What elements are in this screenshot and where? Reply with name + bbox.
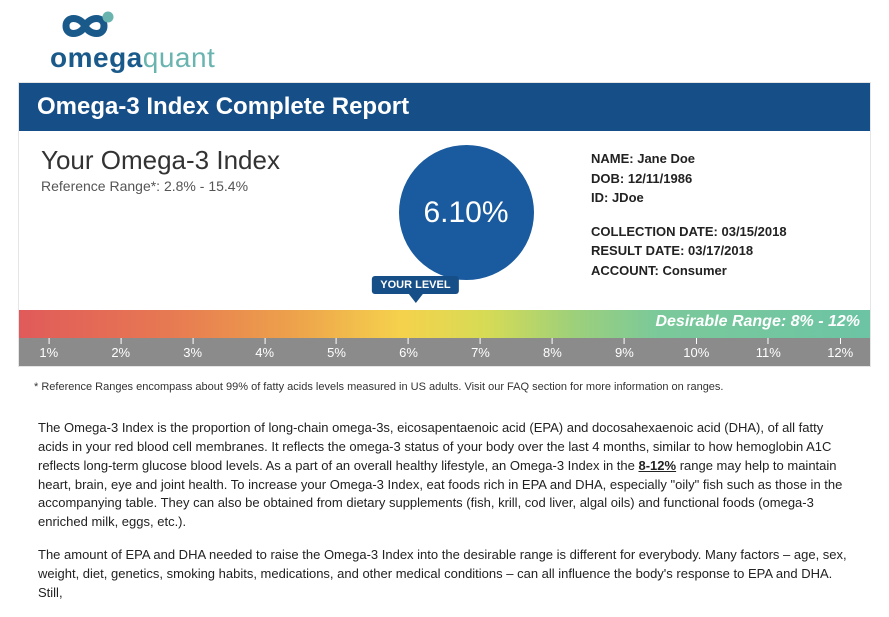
tick-mark	[48, 338, 49, 344]
tick-mark	[840, 338, 841, 344]
tick-mark	[192, 338, 193, 344]
tick-mark	[624, 338, 625, 344]
reference-label: Reference Range*:	[41, 178, 164, 194]
result-heading: Your Omega-3 Index	[41, 145, 341, 176]
collection-label: COLLECTION DATE:	[591, 224, 721, 239]
description-text: The Omega-3 Index is the proportion of l…	[0, 399, 889, 603]
dob-label: DOB:	[591, 171, 628, 186]
tick-label: 8%	[543, 345, 562, 360]
range-tick: 7%	[471, 338, 490, 360]
brand-part-b: quant	[143, 42, 216, 73]
brand-part-a: omega	[50, 42, 143, 73]
name-value: Jane Doe	[637, 151, 695, 166]
report-title-bar: Omega-3 Index Complete Report	[19, 83, 870, 131]
tick-label: 10%	[683, 345, 709, 360]
desc-p2: The amount of EPA and DHA needed to rais…	[38, 546, 851, 603]
level-marker: YOUR LEVEL	[372, 276, 458, 303]
tick-mark	[336, 338, 337, 344]
id-label: ID:	[591, 190, 612, 205]
report-card: Omega-3 Index Complete Report Your Omega…	[18, 82, 871, 367]
tick-mark	[552, 338, 553, 344]
tick-mark	[408, 338, 409, 344]
reference-range: Reference Range*: 2.8% - 15.4%	[41, 178, 341, 194]
tick-mark	[120, 338, 121, 344]
range-gradient-bar: Desirable Range: 8% - 12%	[19, 310, 870, 338]
tick-label: 7%	[471, 345, 490, 360]
range-tick: 2%	[111, 338, 130, 360]
tick-label: 3%	[183, 345, 202, 360]
collection-value: 03/15/2018	[721, 224, 786, 239]
result-date-label: RESULT DATE:	[591, 243, 688, 258]
brand-logo: omegaquant	[0, 0, 889, 82]
range-tick: 6%	[399, 338, 418, 360]
tick-label: 12%	[827, 345, 853, 360]
name-label: NAME:	[591, 151, 637, 166]
range-tick: 8%	[543, 338, 562, 360]
tick-mark	[264, 338, 265, 344]
reference-value: 2.8% - 15.4%	[164, 178, 248, 194]
report-body: Your Omega-3 Index Reference Range*: 2.8…	[19, 131, 870, 310]
tick-mark	[480, 338, 481, 344]
range-tick-row: 1% 2% 3% 4% 5% 6% 7% 8% 9% 10% 11% 12%	[19, 338, 870, 366]
range-tick: 1%	[39, 338, 58, 360]
level-marker-label: YOUR LEVEL	[372, 276, 458, 294]
infinity-icon	[50, 8, 120, 44]
id-value: JDoe	[612, 190, 644, 205]
tick-label: 4%	[255, 345, 274, 360]
desc-p1-underline: 8-12%	[639, 458, 677, 473]
chevron-down-icon	[408, 294, 422, 303]
result-heading-block: Your Omega-3 Index Reference Range*: 2.8…	[41, 145, 341, 194]
reference-footnote: * Reference Ranges encompass about 99% o…	[0, 367, 889, 399]
dob-value: 12/11/1986	[628, 171, 692, 186]
tick-label: 9%	[615, 345, 634, 360]
tick-label: 1%	[39, 345, 58, 360]
tick-label: 5%	[327, 345, 346, 360]
tick-label: 6%	[399, 345, 418, 360]
range-tick: 4%	[255, 338, 274, 360]
tick-label: 11%	[756, 345, 781, 360]
range-tick: 9%	[615, 338, 634, 360]
tick-label: 2%	[111, 345, 130, 360]
range-tick: 10%	[683, 338, 709, 360]
score-circle: 6.10%	[399, 145, 534, 280]
brand-wordmark: omegaquant	[50, 42, 889, 74]
tick-mark	[696, 338, 697, 344]
score-value: 6.10%	[423, 196, 508, 230]
tick-mark	[768, 338, 769, 344]
range-tick: 5%	[327, 338, 346, 360]
patient-info: NAME: Jane Doe DOB: 12/11/1986 ID: JDoe …	[591, 145, 848, 280]
range-tick: 12%	[827, 338, 853, 360]
level-marker-row: YOUR LEVEL	[41, 276, 848, 310]
result-date-value: 03/17/2018	[688, 243, 753, 258]
desirable-range-label: Desirable Range: 8% - 12%	[655, 313, 860, 331]
range-tick: 11%	[756, 338, 781, 360]
range-tick: 3%	[183, 338, 202, 360]
